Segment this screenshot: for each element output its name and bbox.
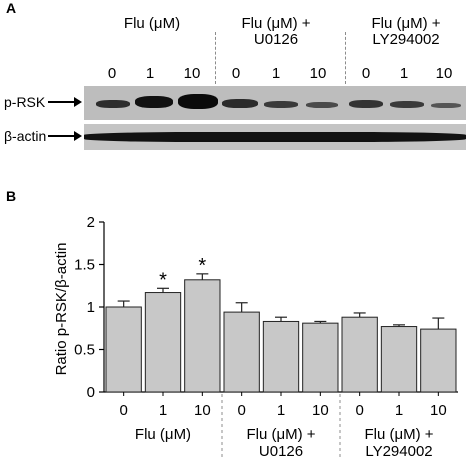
- blot-band: [431, 103, 461, 108]
- x-tick-label: 1: [277, 402, 285, 419]
- bar: [420, 328, 457, 393]
- x-tick-label: 1: [159, 402, 167, 419]
- blot-band: [135, 96, 173, 108]
- blot-row-label-p-rsk: p-RSK: [4, 94, 45, 110]
- arrow-head-icon: [74, 97, 82, 107]
- x-tick-label: 10: [194, 402, 211, 419]
- blot-band: [178, 94, 218, 109]
- blot-band: [264, 101, 298, 108]
- lane-label: 10: [309, 65, 327, 82]
- x-tick-label: 0: [237, 402, 245, 419]
- blot-group-header-flu: Flu (μM): [124, 16, 180, 32]
- x-group-label: Flu (μM): [135, 426, 191, 443]
- x-group-label: Flu (μM) +: [246, 426, 315, 443]
- lane-label: 1: [271, 65, 281, 82]
- blot-group-divider: [215, 32, 216, 84]
- blot-band: [84, 132, 466, 142]
- x-tick-label: 1: [395, 402, 403, 419]
- x-group-label: Flu (μM) +: [364, 426, 433, 443]
- bar: [105, 306, 142, 393]
- lane-label: 0: [107, 65, 117, 82]
- blot-band: [96, 100, 130, 108]
- lane-label: 0: [231, 65, 241, 82]
- arrow-head-icon: [74, 131, 82, 141]
- bar: [380, 326, 418, 393]
- lane-label: 10: [435, 65, 453, 82]
- blot-strip-beta-actin: [84, 124, 466, 150]
- blot-group-header-line2: U0126: [253, 31, 299, 48]
- y-tick-label: 2: [87, 214, 95, 231]
- blot-band: [222, 99, 258, 108]
- x-tick-label: 10: [312, 402, 329, 419]
- lane-label: 0: [361, 65, 371, 82]
- blot-band: [306, 102, 338, 108]
- bar: [302, 322, 339, 393]
- blot-band: [349, 100, 383, 108]
- bar: [341, 316, 378, 393]
- lane-label: 10: [183, 65, 201, 82]
- blot-row-label-beta-actin: β-actin: [4, 128, 46, 144]
- blot-group-divider: [345, 32, 346, 84]
- row-label-text: p-RSK: [4, 94, 46, 110]
- x-tick-label: 0: [119, 402, 127, 419]
- bar: [184, 279, 221, 393]
- blot-group-header-ly294002: Flu (μM) + LY294002: [371, 16, 440, 48]
- blot-group-header-line1: Flu (μM) +: [371, 15, 441, 32]
- blot-band: [390, 101, 424, 108]
- x-tick-label: 10: [430, 402, 447, 419]
- arrow-icon: [48, 101, 78, 103]
- lane-label: 1: [399, 65, 409, 82]
- x-tick-label: 0: [355, 402, 363, 419]
- y-tick-label: 0: [87, 384, 95, 401]
- y-tick-label: 1: [87, 299, 95, 316]
- significance-marker: *: [159, 269, 167, 291]
- bar: [144, 292, 182, 393]
- y-axis-label: Ratio p-RSK/β-actin: [53, 243, 70, 376]
- y-tick-label: 1.5: [74, 257, 95, 274]
- panel-b-label: B: [6, 188, 17, 204]
- blot-group-header-line1: Flu (μM): [123, 15, 181, 32]
- blot-group-header-line2: LY294002: [372, 31, 440, 48]
- x-group-label-line2: LY294002: [365, 443, 432, 460]
- bar: [262, 320, 300, 393]
- significance-marker: *: [198, 255, 206, 277]
- x-group-label-line2: U0126: [259, 443, 303, 460]
- blot-group-header-line1: Flu (μM) +: [241, 15, 311, 32]
- arrow-icon: [48, 135, 78, 137]
- panel-a-label: A: [6, 0, 17, 16]
- row-label-text: β-actin: [4, 128, 47, 144]
- bar: [223, 311, 260, 393]
- lane-label: 1: [145, 65, 155, 82]
- blot-strip-p-rsk: [84, 86, 466, 120]
- blot-group-header-u0126: Flu (μM) + U0126: [241, 16, 310, 48]
- y-tick-label: 0.5: [74, 342, 95, 359]
